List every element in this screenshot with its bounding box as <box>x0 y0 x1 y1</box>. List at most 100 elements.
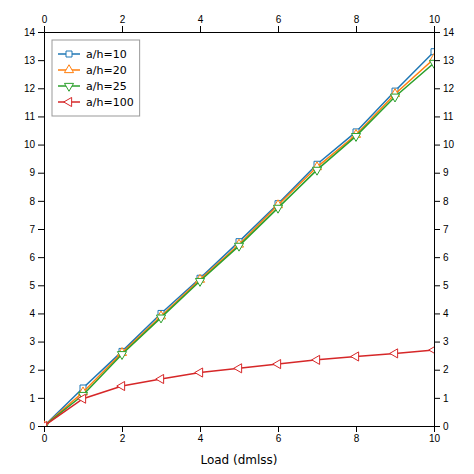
marks <box>44 49 434 426</box>
axis-line <box>38 33 45 427</box>
tick-mark <box>38 257 44 258</box>
tick: 7 <box>434 224 449 235</box>
legend-marker <box>66 51 72 57</box>
tick-label: 6 <box>276 433 282 444</box>
tick-label: 2 <box>443 364 449 375</box>
tick: 10 <box>24 139 44 150</box>
tick-label: 3 <box>443 336 449 347</box>
tick-label: 0 <box>42 14 48 25</box>
tick-mark <box>38 313 44 314</box>
tick: 1 <box>434 393 449 404</box>
tick: 13 <box>434 55 455 66</box>
tick: 5 <box>29 280 44 291</box>
tick-mark <box>38 32 44 33</box>
legend-item: a/h=100 <box>58 96 134 109</box>
tick: 0 <box>434 421 449 432</box>
axis-line <box>435 33 441 427</box>
tick-mark <box>38 145 44 146</box>
tick-mark <box>434 229 440 230</box>
tick: 0 <box>29 421 44 432</box>
marker <box>234 364 242 373</box>
tick-mark <box>434 201 440 202</box>
legend-marker <box>64 65 73 73</box>
series-line <box>44 52 434 426</box>
tick-mark <box>38 398 44 399</box>
tick-label: 13 <box>24 55 36 66</box>
tick-label: 9 <box>443 167 449 178</box>
tick-mark <box>434 116 440 117</box>
tick-label: 13 <box>443 55 455 66</box>
marker <box>44 421 47 426</box>
axis: 0246810 <box>42 426 441 444</box>
tick: 9 <box>29 167 44 178</box>
tick-mark <box>434 32 440 33</box>
legend: a/h=10a/h=20a/h=25a/h=100 <box>52 40 140 116</box>
tick-mark <box>44 26 45 32</box>
tick-label: 12 <box>443 83 455 94</box>
tick-label: 6 <box>443 252 449 263</box>
tick: 4 <box>198 14 204 32</box>
chart: 0246810024681001234567891011121314012345… <box>0 0 474 474</box>
marker <box>78 394 86 403</box>
tick: 13 <box>24 55 44 66</box>
tick-mark <box>38 342 44 343</box>
tick-mark <box>38 370 44 371</box>
tick-label: 12 <box>24 83 36 94</box>
marker <box>429 345 434 354</box>
tick: 1 <box>29 393 44 404</box>
tick-mark <box>38 426 44 427</box>
tick-label: 8 <box>29 196 35 207</box>
tick: 4 <box>434 308 449 319</box>
tick-mark <box>434 145 440 146</box>
tick-label: 0 <box>42 433 48 444</box>
legend-item: a/h=20 <box>58 64 127 77</box>
legend-marker <box>64 97 72 106</box>
tick: 2 <box>29 364 44 375</box>
tick: 2 <box>434 364 449 375</box>
tick-mark <box>434 285 440 286</box>
tick-label: 10 <box>429 14 441 25</box>
tick-label: 7 <box>443 224 449 235</box>
tick-mark <box>434 88 440 89</box>
tick-mark <box>200 426 201 432</box>
tick-label: 14 <box>24 27 36 38</box>
tick-label: 11 <box>25 111 36 122</box>
tick-label: 7 <box>29 224 35 235</box>
tick-mark <box>122 426 123 432</box>
tick-label: 8 <box>443 196 449 207</box>
tick-label: 8 <box>354 433 360 444</box>
series-line <box>44 350 434 426</box>
tick: 4 <box>198 426 204 444</box>
tick-label: 3 <box>29 336 35 347</box>
tick-mark <box>38 229 44 230</box>
marker <box>117 352 126 360</box>
marker <box>156 315 165 323</box>
tick-label: 0 <box>29 421 35 432</box>
legend-label: a/h=25 <box>86 80 127 93</box>
marker <box>390 349 398 358</box>
legend-label: a/h=100 <box>86 96 134 109</box>
tick: 12 <box>24 83 44 94</box>
tick: 8 <box>434 196 449 207</box>
tick-mark <box>434 60 440 61</box>
tick-label: 6 <box>276 14 282 25</box>
tick: 0 <box>42 14 48 32</box>
marker <box>390 94 399 102</box>
tick-mark <box>38 173 44 174</box>
tick: 11 <box>434 111 454 122</box>
tick-label: 11 <box>443 111 454 122</box>
legend-item: a/h=25 <box>58 80 127 93</box>
axis: 01234567891011121314 <box>434 27 455 432</box>
tick-mark <box>278 26 279 32</box>
tick-label: 1 <box>29 393 35 404</box>
tick-label: 5 <box>29 280 35 291</box>
tick: 5 <box>434 280 449 291</box>
marker <box>273 205 282 213</box>
tick: 6 <box>29 252 44 263</box>
tick-label: 1 <box>443 393 449 404</box>
tick-label: 4 <box>198 433 204 444</box>
tick: 9 <box>434 167 449 178</box>
tick-label: 5 <box>443 280 449 291</box>
tick-mark <box>278 426 279 432</box>
tick-label: 2 <box>120 433 126 444</box>
